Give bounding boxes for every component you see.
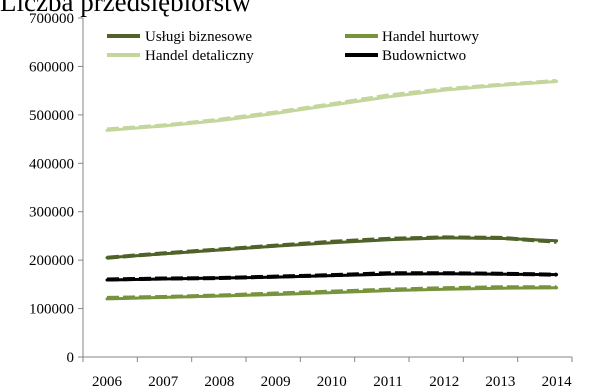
x-tick-label: 2013 (485, 374, 515, 390)
legend-label-0: Usługi biznesowe (145, 29, 252, 45)
x-tick-label: 2010 (317, 374, 347, 390)
x-tick-label: 2008 (204, 374, 234, 390)
legend-label-3: Budownictwo (382, 48, 466, 64)
x-tick-label: 2011 (373, 374, 402, 390)
trend-line-2 (105, 79, 559, 132)
series-layer (105, 78, 559, 301)
axes: 0 100000 200000 300000 400000 500000 600000 700… (29, 11, 573, 390)
x-tick-label: 2009 (261, 374, 291, 390)
x-tick-label: 2006 (92, 374, 123, 390)
trend-line-0 (105, 236, 559, 260)
x-tick-label: 2014 (542, 374, 573, 390)
trend-line-3 (105, 272, 559, 282)
legend-label-1: Handel hurtowy (382, 29, 480, 45)
y-tick-label: 500000 (29, 108, 74, 124)
trend-line-1 (105, 286, 559, 301)
y-tick-label: 0 (67, 350, 75, 366)
legend-label-2: Handel detaliczny (145, 48, 254, 64)
y-tick-label: 600000 (29, 59, 74, 75)
y-tick-label: 400000 (29, 156, 74, 172)
chart-title: Liczba przedsiębiorstw (0, 0, 252, 17)
x-tick-label: 2012 (429, 374, 459, 390)
y-tick-label: 200000 (29, 253, 74, 269)
legend: Usługi biznesowe Handel hurtowy Handel det… (107, 29, 480, 64)
series-line-0 (106, 235, 557, 260)
x-tick-label: 2007 (148, 374, 179, 390)
y-tick-label: 300000 (29, 205, 74, 221)
y-tick-label: 100000 (29, 302, 74, 318)
y-tick-label: 700000 (29, 11, 74, 27)
